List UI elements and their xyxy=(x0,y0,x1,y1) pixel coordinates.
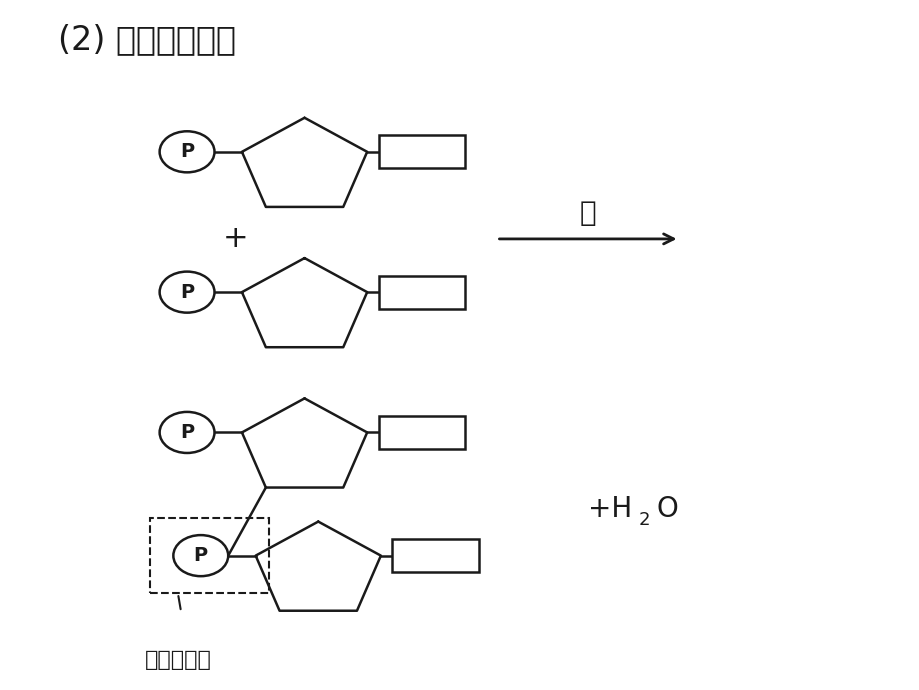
Text: +: + xyxy=(223,224,248,253)
Text: P: P xyxy=(180,283,194,302)
Bar xyxy=(391,539,479,572)
Text: +H: +H xyxy=(587,495,631,523)
Text: P: P xyxy=(180,142,194,161)
Text: O: O xyxy=(656,495,677,523)
Circle shape xyxy=(173,535,228,576)
Text: 磷酸二酯键: 磷酸二酯键 xyxy=(144,649,211,669)
Text: 酶: 酶 xyxy=(579,199,596,227)
Text: P: P xyxy=(194,546,208,565)
Bar xyxy=(379,135,465,168)
Circle shape xyxy=(160,272,214,313)
Text: P: P xyxy=(180,423,194,442)
Bar xyxy=(379,416,465,449)
Text: (2) 脱水缩合成链: (2) 脱水缩合成链 xyxy=(58,23,235,57)
Bar xyxy=(151,518,269,593)
Text: 2: 2 xyxy=(638,511,649,529)
Bar xyxy=(379,276,465,308)
Circle shape xyxy=(160,412,214,453)
Circle shape xyxy=(160,131,214,172)
